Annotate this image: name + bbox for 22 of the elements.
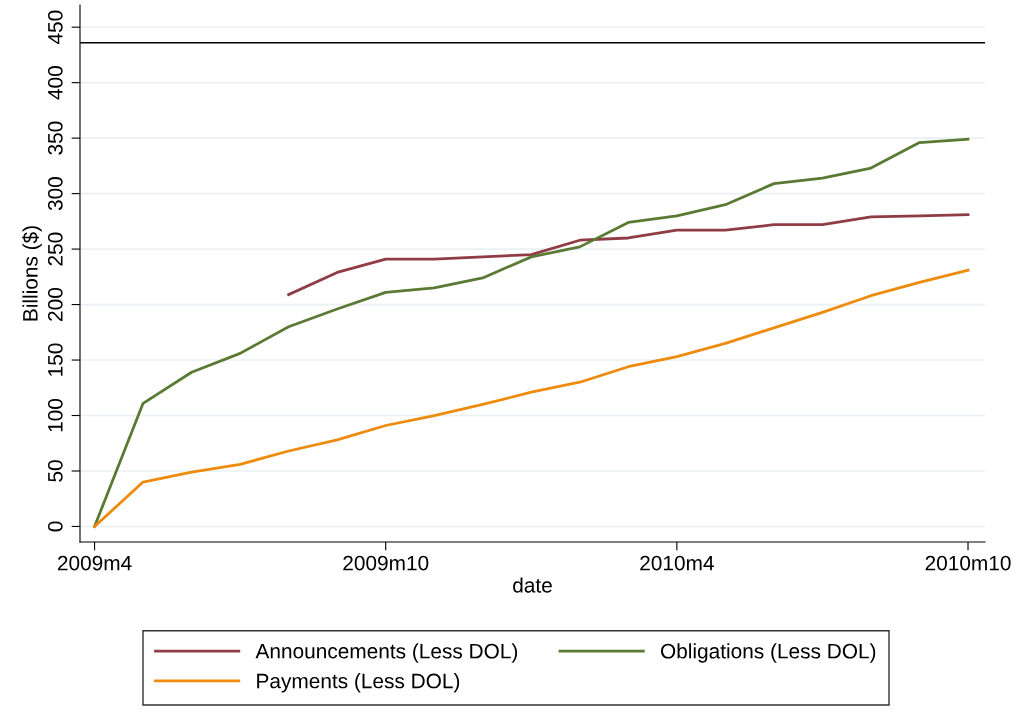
x-axis-title: date bbox=[513, 577, 552, 593]
y-tick-label: 400 bbox=[47, 66, 63, 100]
y-tick-label: 100 bbox=[47, 398, 63, 432]
x-tick-label: 2010m10 bbox=[925, 555, 1011, 571]
line-series bbox=[287, 213, 970, 296]
y-tick-label: 0 bbox=[47, 521, 63, 532]
line-series bbox=[93, 268, 970, 528]
y-tick-label: 250 bbox=[47, 232, 63, 266]
x-tick-label: 2009m10 bbox=[343, 555, 429, 571]
y-tick-label: 350 bbox=[47, 121, 63, 155]
y-axis-title: Billions ($) bbox=[22, 226, 42, 321]
y-tick-label: 200 bbox=[47, 288, 63, 321]
line-series bbox=[93, 137, 970, 528]
y-tick-label: 450 bbox=[47, 10, 63, 45]
x-tick-label: 2010m4 bbox=[640, 555, 714, 571]
x-tick-label: 2009m4 bbox=[57, 555, 132, 571]
legend-label: Obligations (Less DOL) bbox=[660, 643, 876, 663]
legend-label: Announcements (Less DOL) bbox=[255, 643, 518, 663]
y-tick-label: 150 bbox=[47, 343, 63, 376]
y-tick-label: 300 bbox=[47, 177, 63, 211]
legend-label: Payments (Less DOL) bbox=[257, 673, 460, 693]
y-tick-label: 50 bbox=[47, 460, 63, 482]
